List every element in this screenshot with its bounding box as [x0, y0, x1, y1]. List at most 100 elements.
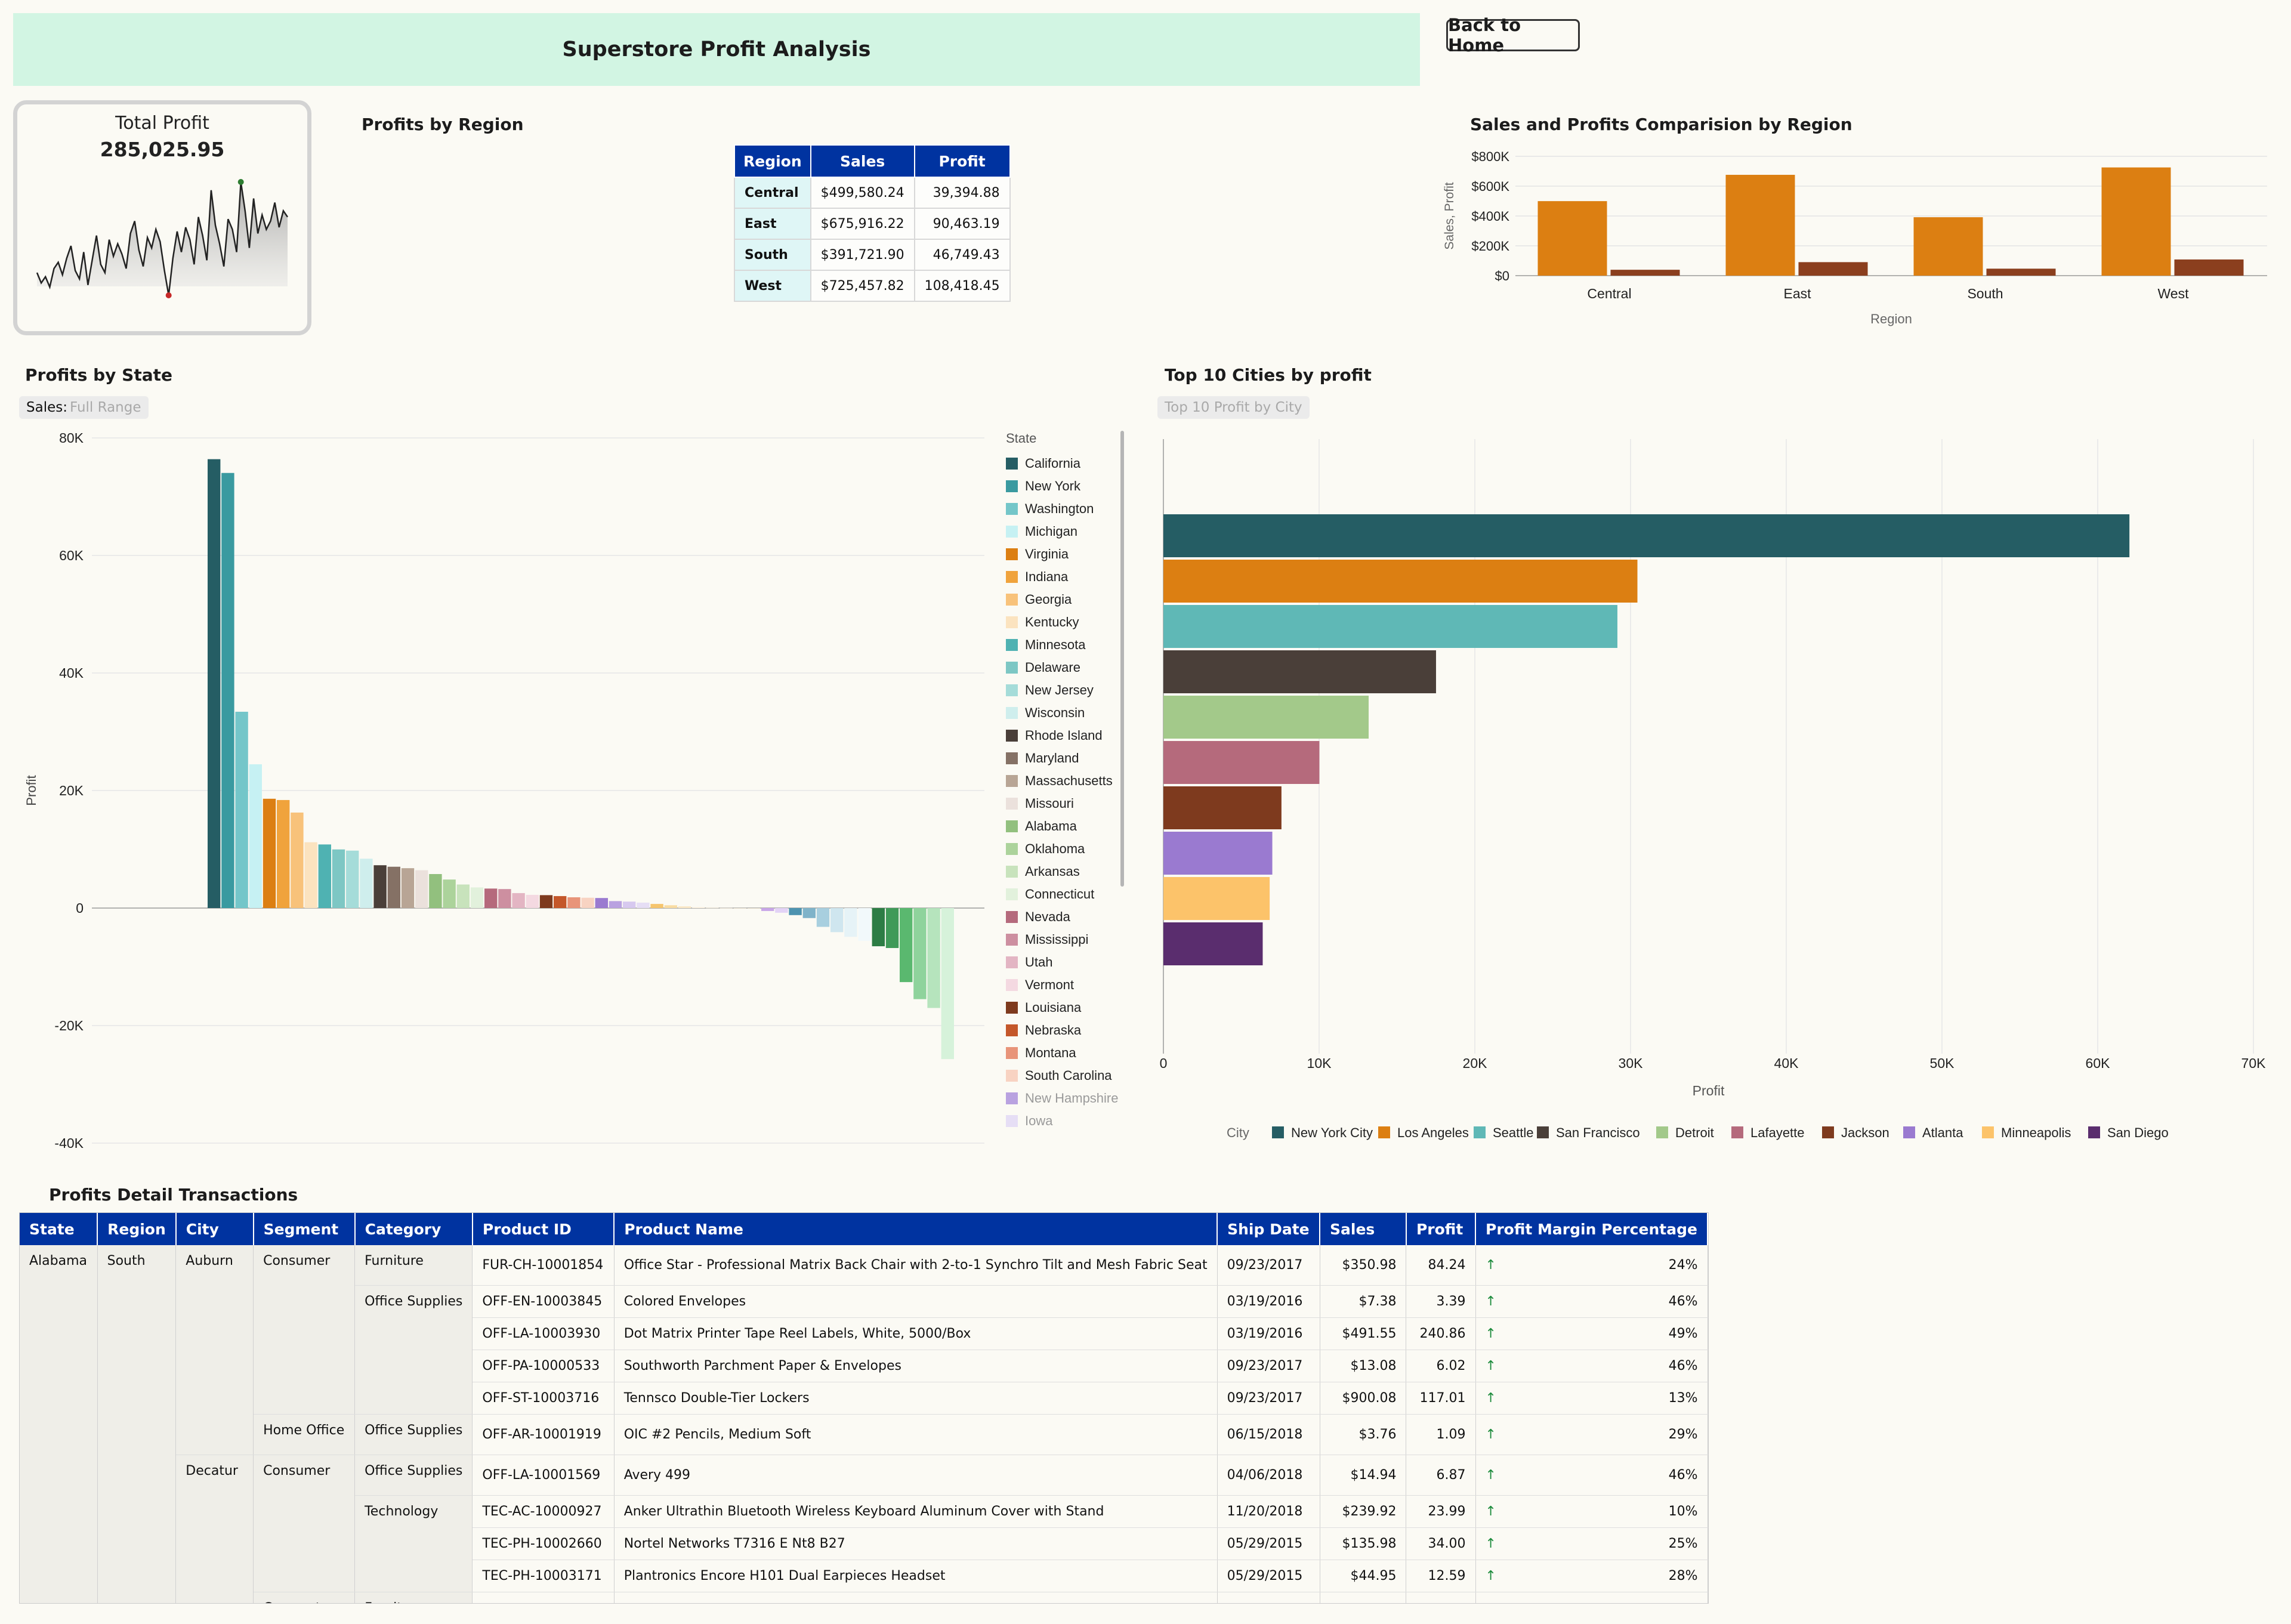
legend-item[interactable]: Nevada: [1006, 906, 1125, 928]
y-tick-label: 40K: [59, 665, 84, 681]
region-cell: South: [97, 1245, 177, 1603]
table-row: Central $499,580.24 39,394.88: [734, 177, 1011, 209]
col-region[interactable]: Region: [97, 1213, 177, 1245]
product-name-cell: Office Star - Professional Matrix Back C…: [614, 1245, 1218, 1286]
legend-scrollbar[interactable]: [1120, 431, 1124, 887]
top10-city-filter[interactable]: Top 10 Profit by City: [1157, 396, 1310, 419]
legend-item[interactable]: Montana: [1006, 1042, 1125, 1064]
legend-item[interactable]: Alabama: [1006, 815, 1125, 838]
legend-item[interactable]: Delaware: [1006, 656, 1125, 679]
col-profit[interactable]: Profit: [1406, 1213, 1477, 1245]
col-product-id[interactable]: Product ID: [472, 1213, 615, 1245]
up-arrow-icon: ↑: [1485, 1569, 1496, 1583]
col-sales[interactable]: Sales: [1320, 1213, 1407, 1245]
y-axis-label: Profit: [24, 775, 39, 805]
margin-cell-content: ↑ 25%: [1486, 1536, 1698, 1551]
margin-cell-content: ↑ 49%: [1486, 1326, 1698, 1341]
legend-item[interactable]: New Jersey: [1006, 679, 1125, 702]
state-bar: [858, 908, 871, 941]
legend-item[interactable]: Connecticut: [1006, 883, 1125, 906]
legend-item[interactable]: Washington: [1006, 498, 1125, 520]
legend-label: San Diego: [2107, 1125, 2169, 1140]
legend-item[interactable]: Kentucky: [1006, 611, 1125, 634]
legend-label: Utah: [1025, 955, 1053, 970]
legend-item[interactable]: Mississippi: [1006, 928, 1125, 951]
legend-item[interactable]: South Carolina: [1006, 1064, 1125, 1087]
city-bar: [1163, 696, 1369, 739]
sales-range-filter[interactable]: Sales: Full Range: [19, 396, 149, 419]
legend-swatch: [1006, 1115, 1018, 1127]
legend-item[interactable]: Arkansas: [1006, 860, 1125, 883]
legend-item[interactable]: Indiana: [1006, 566, 1125, 588]
legend-label: Arkansas: [1025, 864, 1080, 879]
legend-label: California: [1025, 456, 1080, 471]
state-bar: [360, 859, 373, 908]
col-product-name[interactable]: Product Name: [614, 1213, 1218, 1245]
legend-item[interactable]: Michigan: [1006, 520, 1125, 543]
product-name-cell: Southworth Parchment Paper & Envelopes: [614, 1350, 1218, 1382]
legend-swatch: [1006, 888, 1018, 900]
legend-label: Alabama: [1025, 819, 1077, 833]
state-bar: [595, 898, 608, 908]
legend-item[interactable]: Maryland: [1006, 747, 1125, 770]
margin-cell-content: ↑ 28%: [1486, 1569, 1698, 1583]
col-margin[interactable]: Profit Margin Percentage: [1475, 1213, 1708, 1245]
col-ship-date[interactable]: Ship Date: [1217, 1213, 1321, 1245]
legend-item[interactable]: Missouri: [1006, 792, 1125, 815]
legend-item[interactable]: Oklahoma: [1006, 838, 1125, 860]
legend-item[interactable]: Nebraska: [1006, 1019, 1125, 1042]
legend-item[interactable]: Rhode Island: [1006, 724, 1125, 747]
up-arrow-icon: ↑: [1485, 1536, 1496, 1551]
legend-item[interactable]: Louisiana: [1006, 996, 1125, 1019]
legend-item[interactable]: Virginia: [1006, 543, 1125, 566]
table-row: OFF-PA-10000533 Southworth Parchment Pape…: [20, 1350, 1708, 1382]
col-state[interactable]: State: [20, 1213, 98, 1245]
legend-item[interactable]: California: [1006, 452, 1125, 475]
sales-col-header[interactable]: Sales: [810, 144, 915, 178]
profit-cell: 39,394.88: [913, 177, 1011, 209]
city-bar: [1163, 786, 1282, 829]
legend-swatch: [1006, 571, 1018, 583]
ship-date-cell: 09/23/2017: [1217, 1350, 1320, 1382]
category-cell: Furniture: [354, 1592, 473, 1603]
legend-item[interactable]: New York: [1006, 475, 1125, 498]
bar-profit-west: [2174, 259, 2244, 276]
state-bar: [872, 908, 885, 947]
state-bar: [567, 897, 581, 908]
legend-swatch: [1006, 480, 1018, 492]
legend-item[interactable]: Georgia: [1006, 588, 1125, 611]
profit-col-header[interactable]: Profit: [913, 144, 1011, 178]
col-category[interactable]: Category: [354, 1213, 473, 1245]
up-arrow-icon: ↑: [1485, 1294, 1496, 1309]
legend-item[interactable]: Utah: [1006, 951, 1125, 974]
table-row: East $675,916.22 90,463.19: [734, 208, 1011, 240]
legend-label: Delaware: [1025, 660, 1080, 675]
col-segment[interactable]: Segment: [253, 1213, 356, 1245]
col-city[interactable]: City: [175, 1213, 254, 1245]
detail-table-wrap[interactable]: State Region City Segment Category Produ…: [19, 1212, 1709, 1604]
margin-value: 13%: [1668, 1391, 1698, 1406]
region-col-header[interactable]: Region: [734, 144, 811, 178]
legend-swatch: [1006, 979, 1018, 991]
city-bar: [1163, 605, 1617, 648]
legend-item[interactable]: Wisconsin: [1006, 702, 1125, 724]
region-chart-title: Sales and Profits Comparision by Region: [1470, 115, 1852, 134]
back-to-home-button[interactable]: Back to Home: [1446, 15, 1580, 55]
legend-item[interactable]: New Hampshire: [1006, 1087, 1125, 1110]
legend-item[interactable]: Minnesota: [1006, 634, 1125, 656]
legend-label: Jackson: [1841, 1125, 1889, 1140]
state-legend[interactable]: State California New York Washington Michig…: [1006, 431, 1125, 1136]
state-bar: [208, 459, 221, 908]
y-tick-label: 80K: [59, 430, 84, 446]
legend-item[interactable]: Vermont: [1006, 974, 1125, 996]
legend-item[interactable]: Massachusetts: [1006, 770, 1125, 792]
y-tick-label: $400K: [1471, 209, 1509, 224]
legend-label: Wisconsin: [1025, 705, 1085, 720]
legend-item[interactable]: Iowa: [1006, 1110, 1125, 1132]
category-cell: Furniture: [354, 1245, 473, 1286]
legend-swatch: [1006, 911, 1018, 923]
ship-date-cell: 03/19/2016: [1217, 1285, 1320, 1318]
table-row: OFF-ST-10003716 Tennsco Double-Tier Locke…: [20, 1382, 1708, 1415]
ship-date-cell: 06/15/2018: [1217, 1414, 1320, 1455]
ship-date-cell: 03/19/2016: [1217, 1317, 1320, 1350]
